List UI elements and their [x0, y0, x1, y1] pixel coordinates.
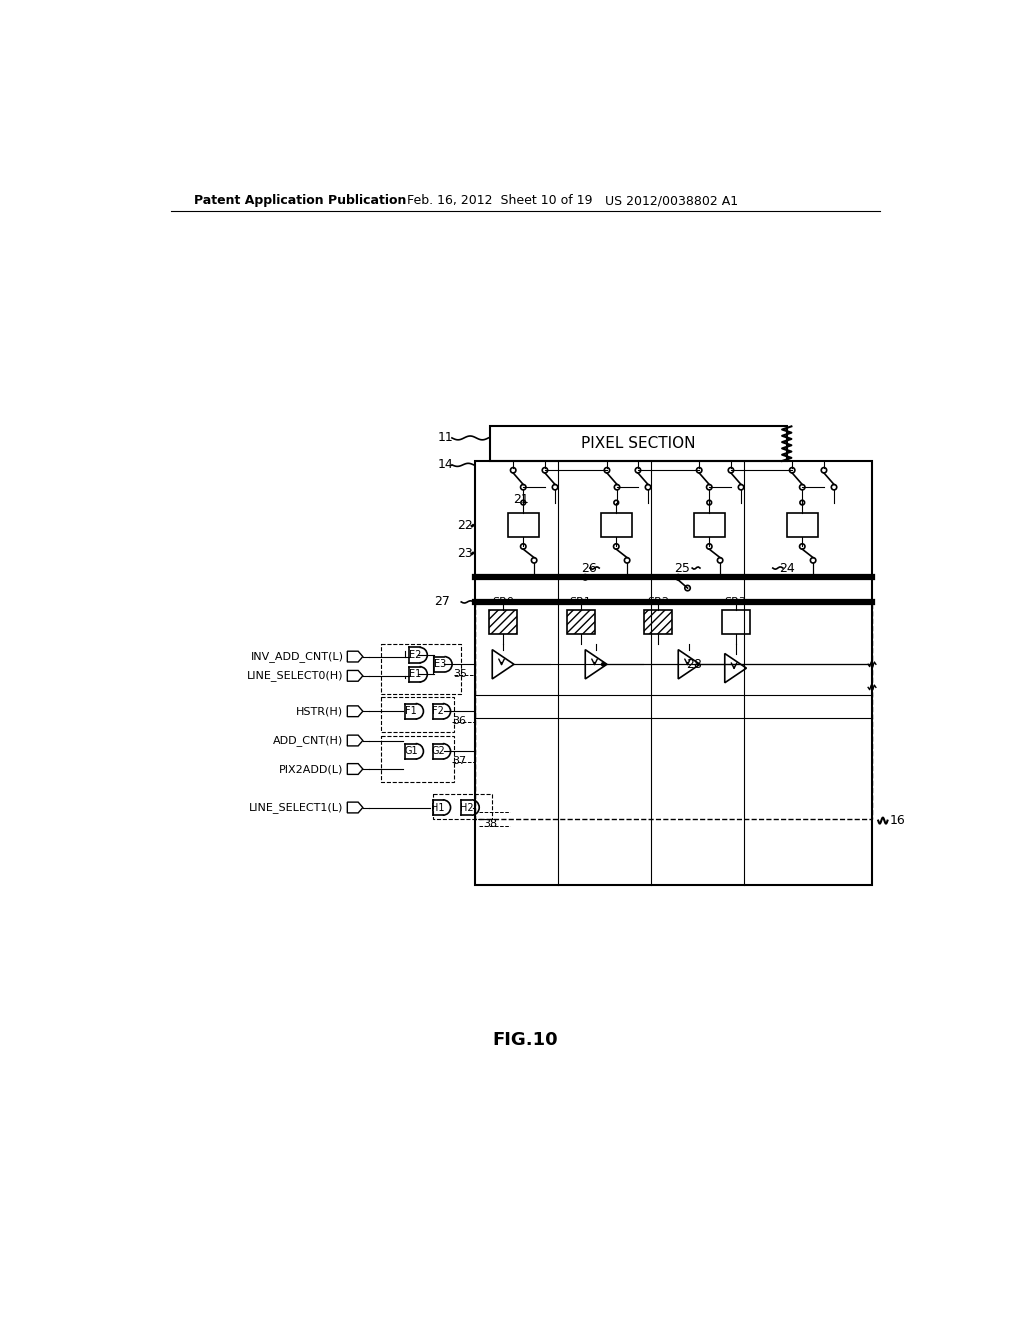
Text: E3: E3: [433, 659, 445, 669]
Text: 16: 16: [890, 814, 905, 828]
Text: Feb. 16, 2012  Sheet 10 of 19: Feb. 16, 2012 Sheet 10 of 19: [407, 194, 593, 207]
Bar: [489, 610, 517, 635]
Bar: [566, 610, 595, 635]
Text: G1: G1: [404, 746, 418, 756]
Bar: [381, 737, 454, 781]
Text: 22: 22: [458, 519, 473, 532]
Text: E1: E1: [409, 669, 421, 680]
Bar: [381, 697, 454, 733]
Circle shape: [601, 663, 605, 667]
Text: 23: 23: [458, 546, 473, 560]
Text: US 2012/0038802 A1: US 2012/0038802 A1: [604, 194, 737, 207]
Text: 26: 26: [582, 561, 597, 574]
Bar: [508, 512, 539, 537]
Bar: [693, 512, 725, 537]
Text: SR0: SR0: [493, 597, 514, 607]
Text: H2: H2: [460, 803, 474, 813]
Text: 35: 35: [454, 668, 468, 678]
Text: LINE_SELECT1(L): LINE_SELECT1(L): [249, 803, 343, 813]
Text: 24: 24: [779, 561, 795, 574]
Text: PIX2ADD(L): PIX2ADD(L): [280, 764, 343, 774]
Bar: [475, 461, 872, 884]
Text: 27: 27: [434, 595, 450, 609]
Bar: [432, 793, 493, 818]
Text: F2: F2: [432, 706, 444, 717]
Bar: [722, 610, 750, 635]
Text: 28: 28: [686, 657, 701, 671]
Text: 11: 11: [438, 432, 454, 445]
Text: HSTR(H): HSTR(H): [296, 706, 343, 717]
Bar: [644, 610, 672, 635]
Bar: [475, 603, 872, 818]
Text: G2: G2: [431, 746, 445, 756]
Text: 36: 36: [453, 715, 466, 726]
Text: H1: H1: [431, 803, 444, 813]
Text: SR2: SR2: [647, 597, 669, 607]
Text: SR1: SR1: [569, 597, 592, 607]
Text: 38: 38: [483, 820, 498, 829]
Text: F1: F1: [406, 706, 417, 717]
Text: E2: E2: [409, 649, 421, 660]
Text: ADD_CNT(H): ADD_CNT(H): [273, 735, 343, 746]
Text: INV_ADD_CNT(L): INV_ADD_CNT(L): [251, 651, 343, 663]
Text: 37: 37: [453, 755, 466, 766]
Text: 14: 14: [438, 458, 454, 471]
Bar: [786, 512, 818, 537]
Text: FIG.10: FIG.10: [492, 1031, 558, 1049]
Text: SR3: SR3: [725, 597, 746, 607]
Text: 25: 25: [675, 561, 690, 574]
Text: 21: 21: [513, 492, 529, 506]
Bar: [381, 644, 461, 693]
Text: LINE_SELECT0(H): LINE_SELECT0(H): [247, 671, 343, 681]
Text: Patent Application Publication: Patent Application Publication: [194, 194, 407, 207]
Bar: [489, 426, 786, 461]
Text: PIXEL SECTION: PIXEL SECTION: [581, 436, 695, 451]
Bar: [601, 512, 632, 537]
